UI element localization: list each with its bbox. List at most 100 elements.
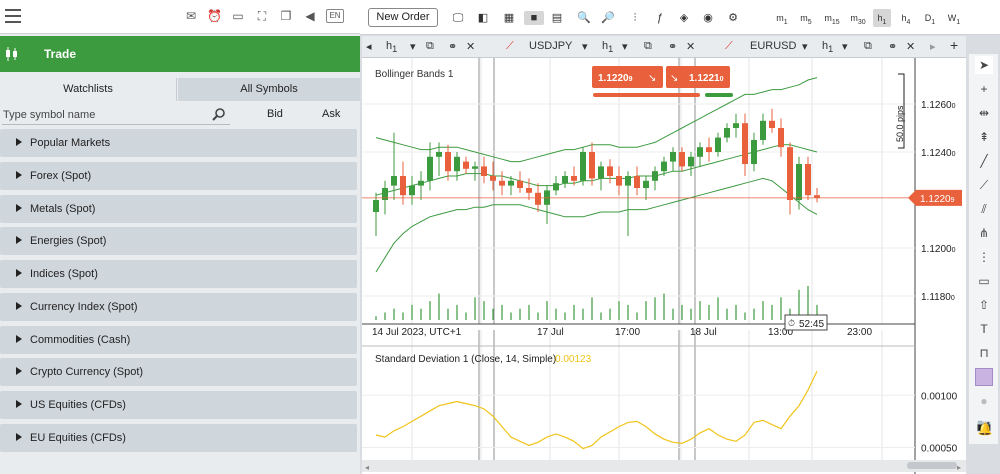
dropdown-icon[interactable]: ▾ [410,41,416,53]
timeframe-h1[interactable]: h1 [873,9,891,27]
ray-tool-icon[interactable]: ⟋ [979,178,989,192]
tab-all-symbols[interactable]: All Symbols [178,78,360,101]
alarm-icon[interactable]: ⏰ [207,9,222,23]
alert-bell-icon[interactable]: 🔔 [977,422,993,436]
detach-icon[interactable]: ⧉ [644,40,652,52]
new-order-button[interactable]: New Order [368,8,438,27]
eye-icon[interactable]: ◉ [703,12,713,24]
search-icon[interactable] [212,107,226,121]
indicators-icon[interactable]: ƒ [656,12,664,24]
price-tick-label: 1.12400 [921,148,956,159]
expand-arrow-icon [16,367,22,375]
candle-body [409,185,415,196]
close-tab-icon[interactable]: ✕ [686,41,696,53]
pitchfork-tool-icon[interactable]: ⋔ [978,226,990,240]
price-chart[interactable]: 1.12600 1.12400 1.12000 1.11800 1.12209 Bolli… [362,58,966,474]
timeframe-W1[interactable]: W1 [947,13,961,26]
single-layout-icon[interactable]: ■ [524,11,544,25]
symbol-search-input[interactable] [2,105,230,125]
horizontal-line-tool-icon[interactable]: ⇹ [978,106,990,120]
category-popular-markets[interactable]: Popular Markets [0,129,357,157]
category-forex[interactable]: Forex (Spot) [0,162,357,190]
trade-header[interactable]: Trade [0,36,360,72]
settings-icon[interactable]: ⚙ [728,12,738,24]
candle-body [400,176,406,196]
color-swatch[interactable] [975,368,993,386]
timeframe-m5[interactable]: m5 [800,13,812,26]
rectangle-tool-icon[interactable]: ▭ [978,274,990,288]
mail-icon[interactable]: ✉ [185,9,197,23]
vertical-line-tool-icon[interactable]: ⇞ [978,130,990,144]
ask-column-header: Ask [322,108,341,120]
timeframe-D1[interactable]: D1 [924,13,936,26]
add-tab-icon[interactable]: + [950,37,959,53]
dropdown-icon[interactable]: ▾ [582,41,588,53]
hamburger-menu-icon[interactable] [5,9,21,23]
tab-watchlists[interactable]: Watchlists [0,78,177,101]
dropdown-icon[interactable]: ▾ [622,41,628,53]
crosshair-tool-icon[interactable]: + [980,82,988,96]
grid-layout-icon[interactable]: ▦ [503,12,515,24]
detach-icon[interactable]: ⧉ [864,40,872,52]
timeframe-m15[interactable]: m15 [824,13,840,26]
link-icon[interactable]: ⚭ [668,41,678,53]
tabs-scroll-right-icon[interactable]: ▸ [930,41,936,53]
arrow-tool-icon[interactable]: ⇧ [978,298,990,312]
cursor-tool-icon[interactable]: ➤ [975,56,993,74]
trend-line-tool-icon[interactable]: ╱ [980,154,988,168]
candle-body [508,180,514,186]
category-commodities[interactable]: Commodities (Cash) [0,326,357,354]
fullscreen-icon[interactable]: ⛶ [257,9,267,23]
category-crypto[interactable]: Crypto Currency (Spot) [0,358,357,386]
category-currency-index[interactable]: Currency Index (Spot) [0,293,357,321]
candle-body [796,164,802,200]
lock-tool-icon[interactable]: ⊓ [979,346,989,360]
layers-icon[interactable]: ◈ [679,12,689,24]
channel-tool-icon[interactable]: ⫽ [981,202,987,216]
category-indices[interactable]: Indices (Spot) [0,260,357,288]
language-button[interactable]: EN [326,9,344,23]
dropdown-icon[interactable]: ▾ [842,41,848,53]
fibonacci-tool-icon[interactable]: ⋮ [978,250,990,264]
close-tab-icon[interactable]: ✕ [466,41,476,53]
category-energies[interactable]: Energies (Spot) [0,227,357,255]
dropdown-icon[interactable]: ▾ [802,41,808,53]
buy-button [666,66,730,88]
tv-icon[interactable]: ▭ [232,9,244,23]
zoom-in-icon[interactable]: 🔍 [577,12,591,24]
timeframe-m30[interactable]: m30 [850,13,866,26]
candle-body [589,152,595,179]
text-tool-icon[interactable]: T [980,322,988,336]
candle-body [499,180,505,186]
split-layout-icon[interactable]: ▤ [551,12,563,24]
monitor-icon[interactable]: 🖵 [452,12,464,24]
candle-body [670,152,676,162]
candle-body [778,128,784,148]
category-eu-equities[interactable]: EU Equities (CFDs) [0,424,357,452]
layout-icon[interactable]: ◧ [477,12,489,24]
candle-body [391,176,397,186]
candle-body [616,176,622,186]
magnet-tool-icon[interactable]: ● [980,394,988,408]
candle-body [436,152,442,157]
detach-icon[interactable]: ⧉ [426,40,434,52]
category-us-equities[interactable]: US Equities (CFDs) [0,391,357,419]
candle-body [688,156,694,167]
candle-body [580,152,586,181]
tabs-scroll-left-icon[interactable]: ◂ [366,41,372,53]
windows-icon[interactable]: ❐ [280,9,292,23]
timeframe-m1[interactable]: m1 [776,13,788,26]
screenshot-icon[interactable]: 📷 [976,418,992,432]
trade-title: Trade [44,47,77,61]
sound-icon[interactable]: ◀ [305,9,315,23]
candle-body [733,123,739,128]
pips-label: 50.0 pips [895,105,905,142]
close-tab-icon[interactable]: ✕ [906,41,916,53]
chart-type-icon[interactable]: ⫶ [633,12,637,24]
link-icon[interactable]: ⚭ [888,41,898,53]
timeframe-h4[interactable]: h4 [901,13,911,26]
link-icon[interactable]: ⚭ [448,41,458,53]
zoom-out-icon[interactable]: 🔎 [601,12,615,24]
candle-body [769,120,775,128]
category-metals[interactable]: Metals (Spot) [0,195,357,223]
